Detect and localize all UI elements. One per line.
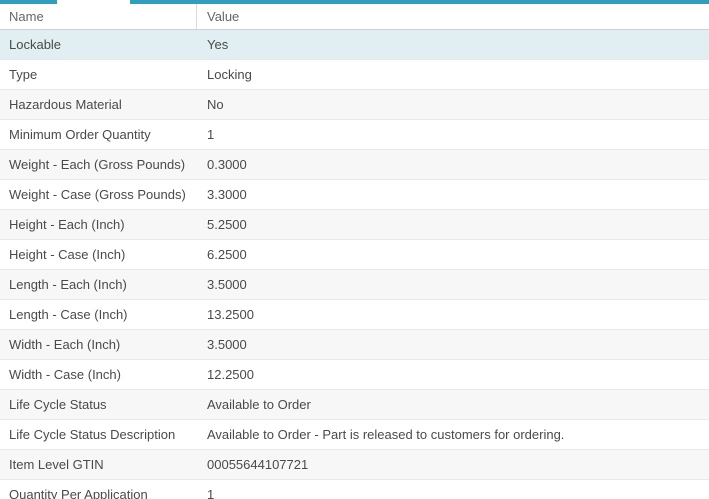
attribute-name-cell: Height - Case (Inch) — [9, 247, 126, 262]
table-row[interactable]: Length - Case (Inch) 13.2500 — [0, 300, 709, 330]
table-row[interactable]: Weight - Case (Gross Pounds) 3.3000 — [0, 180, 709, 210]
attribute-value-cell: 3.5000 — [207, 337, 247, 352]
attribute-value-cell: 12.2500 — [207, 367, 254, 382]
table-row[interactable]: Width - Each (Inch) 3.5000 — [0, 330, 709, 360]
tab-strip — [0, 0, 709, 4]
column-header-value[interactable]: Value — [207, 9, 240, 24]
tab-strip-segment-left — [0, 0, 57, 4]
attribute-value-cell: 1 — [207, 487, 215, 499]
attribute-value-cell: Available to Order — [207, 397, 311, 412]
table-row[interactable]: Type Locking — [0, 60, 709, 90]
attribute-name-cell: Width - Each (Inch) — [9, 337, 121, 352]
attribute-value-cell: No — [207, 97, 224, 112]
attribute-value-cell: 3.5000 — [207, 277, 247, 292]
attribute-name-cell: Width - Case (Inch) — [9, 367, 121, 382]
attribute-name-cell: Life Cycle Status Description — [9, 427, 176, 442]
table-row[interactable]: Weight - Each (Gross Pounds) 0.3000 — [0, 150, 709, 180]
attribute-name-cell: Height - Each (Inch) — [9, 217, 125, 232]
attribute-value-cell: 13.2500 — [207, 307, 254, 322]
attribute-name-cell: Weight - Each (Gross Pounds) — [9, 157, 186, 172]
attribute-value-cell: Available to Order - Part is released to… — [207, 427, 565, 442]
table-row[interactable]: Hazardous Material No — [0, 90, 709, 120]
attribute-value-cell: 00055644107721 — [207, 457, 309, 472]
attribute-name-cell: Hazardous Material — [9, 97, 122, 112]
table-header: Name Value — [0, 4, 709, 30]
attribute-value-cell: Locking — [207, 67, 252, 82]
attribute-name-cell: Minimum Order Quantity — [9, 127, 151, 142]
table-row[interactable]: Life Cycle Status Description Available t… — [0, 420, 709, 450]
attribute-name-cell: Weight - Case (Gross Pounds) — [9, 187, 186, 202]
table-row[interactable]: Length - Each (Inch) 3.5000 — [0, 270, 709, 300]
attribute-table-body: Lockable Yes Type Locking Hazardous Material… — [0, 30, 709, 499]
table-row[interactable]: Width - Case (Inch) 12.2500 — [0, 360, 709, 390]
attribute-value-cell: 5.2500 — [207, 217, 247, 232]
table-row[interactable]: Quantity Per Application 1 — [0, 480, 709, 499]
table-row[interactable]: Item Level GTIN 00055644107721 — [0, 450, 709, 480]
attribute-name-cell: Lockable — [9, 37, 62, 52]
attribute-name-cell: Length - Each (Inch) — [9, 277, 127, 292]
table-row[interactable]: Height - Each (Inch) 5.2500 — [0, 210, 709, 240]
table-row[interactable]: Life Cycle Status Available to Order — [0, 390, 709, 420]
table-row[interactable]: Minimum Order Quantity 1 — [0, 120, 709, 150]
attribute-value-cell: 6.2500 — [207, 247, 247, 262]
attribute-value-cell: 0.3000 — [207, 157, 247, 172]
tab-strip-segment-right — [130, 0, 709, 4]
attribute-value-cell: 1 — [207, 127, 215, 142]
column-header-name[interactable]: Name — [0, 4, 197, 29]
attribute-name-cell: Length - Case (Inch) — [9, 307, 128, 322]
attribute-name-cell: Life Cycle Status — [9, 397, 107, 412]
table-row[interactable]: Lockable Yes — [0, 30, 709, 60]
attribute-name-cell: Item Level GTIN — [9, 457, 104, 472]
attribute-name-cell: Type — [9, 67, 38, 82]
attribute-value-cell: Yes — [207, 37, 229, 52]
attribute-name-cell: Quantity Per Application — [9, 487, 148, 499]
attribute-value-cell: 3.3000 — [207, 187, 247, 202]
table-row[interactable]: Height - Case (Inch) 6.2500 — [0, 240, 709, 270]
